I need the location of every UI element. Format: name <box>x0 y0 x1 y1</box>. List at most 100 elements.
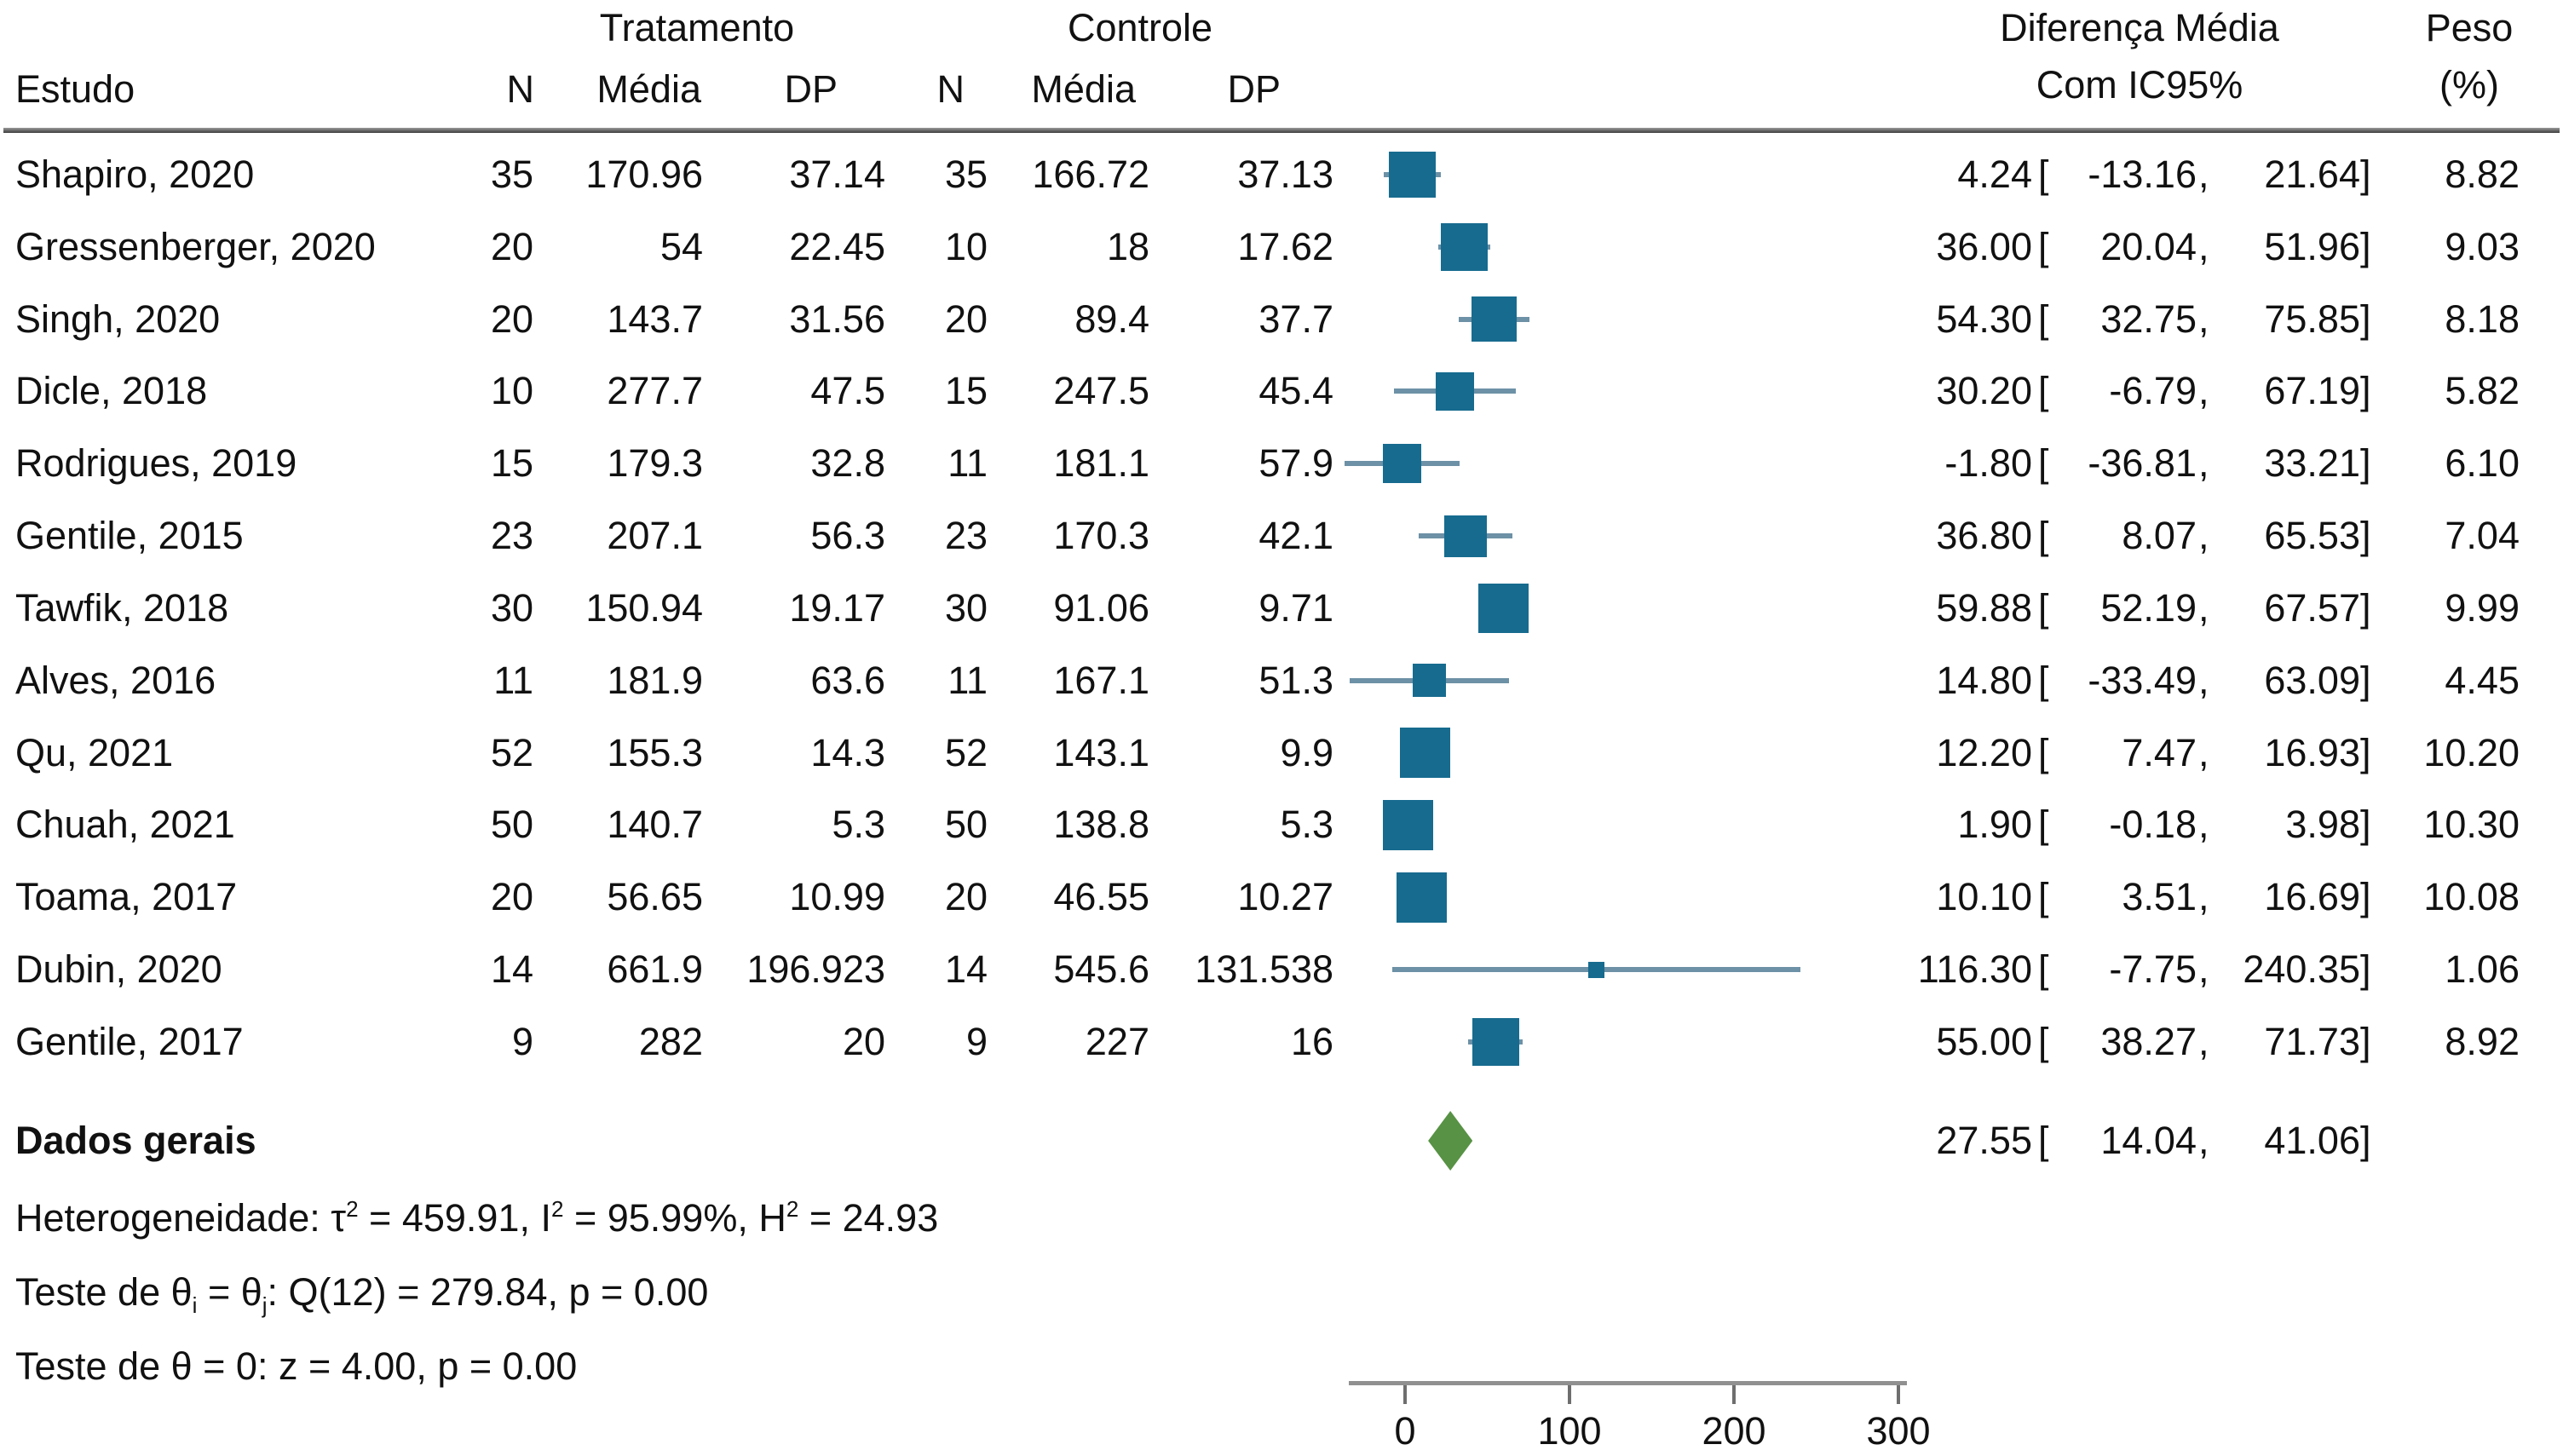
ci-upper-value: 67.19 <box>2264 369 2360 413</box>
control-mean-value: 181.1 <box>1053 441 1149 486</box>
treatment-mean-value: 150.94 <box>585 585 703 630</box>
ci-open-bracket: [ <box>2038 153 2049 196</box>
treatment-sd-value: 196.923 <box>746 947 885 992</box>
control-n-value: 30 <box>944 585 988 630</box>
ci-open-bracket: [ <box>2038 224 2049 268</box>
header-divider <box>3 128 2560 133</box>
control-mean-value: 166.72 <box>1032 153 1149 196</box>
axis-tick <box>1732 1385 1736 1404</box>
control-sd-value: 5.3 <box>1280 803 1333 847</box>
stat-sub-segment: j <box>262 1292 268 1318</box>
control-mean-value: 18 <box>1106 224 1149 268</box>
ci-upper-value: 71.73 <box>2264 1019 2360 1063</box>
ci-lower-value: -13.16 <box>2088 153 2197 196</box>
ci-upper-value: 33.21 <box>2264 441 2360 486</box>
stat-text-segment: = 95.99%, H <box>563 1196 786 1240</box>
study-label: Rodrigues, 2019 <box>15 441 297 486</box>
stat-text-segment: Teste de θ <box>15 1270 193 1314</box>
ci-close-bracket: ] <box>2360 369 2371 413</box>
control-sd-value: 16 <box>1290 1019 1333 1063</box>
stat-text-segment: Heterogeneidade: τ <box>15 1196 347 1240</box>
ci-comma: , <box>2198 875 2209 919</box>
stat-text-segment: : Q(12) = 279.84, p = 0.00 <box>267 1270 709 1314</box>
test-theta-zero-line: Teste de θ = 0: z = 4.00, p = 0.00 <box>15 1339 577 1394</box>
treatment-n-header: N <box>506 67 535 111</box>
treatment-mean-value: 56.65 <box>607 875 703 919</box>
treatment-n-value: 23 <box>490 514 533 558</box>
ci-close-bracket: ] <box>2360 947 2371 992</box>
study-label: Dicle, 2018 <box>15 369 208 413</box>
treatment-sd-value: 37.14 <box>789 153 885 196</box>
treatment-sd-value: 5.3 <box>832 803 885 847</box>
ci-close-bracket: ] <box>2360 730 2371 774</box>
weight-value: 9.99 <box>2445 585 2520 630</box>
treatment-mean-value: 54 <box>659 224 703 268</box>
estimate-value: 27.55 <box>1936 1119 2032 1162</box>
ci-lower-value: 8.07 <box>2122 514 2197 558</box>
control-sd-value: 17.62 <box>1237 224 1333 268</box>
ci-comma: , <box>2198 658 2209 702</box>
effect-square <box>1435 372 1474 411</box>
treatment-n-value: 10 <box>490 369 533 413</box>
ci-close-bracket: ] <box>2360 658 2371 702</box>
stat-sup-segment: 2 <box>786 1196 799 1222</box>
axis-tick-label: 100 <box>1537 1409 1602 1453</box>
treatment-n-value: 20 <box>490 296 533 341</box>
ci-close-bracket: ] <box>2360 1019 2371 1063</box>
ci-lower-value: 3.51 <box>2122 875 2197 919</box>
weight-value: 8.18 <box>2445 296 2520 341</box>
ci-comma: , <box>2198 1119 2209 1162</box>
control-mean-value: 247.5 <box>1053 369 1149 413</box>
control-mean-value: 89.4 <box>1074 296 1149 341</box>
ci-lower-value: 7.47 <box>2122 730 2197 774</box>
ci-close-bracket: ] <box>2360 153 2371 196</box>
estimate-value: 54.30 <box>1936 296 2032 341</box>
axis-tick <box>1568 1385 1571 1404</box>
control-sd-value: 9.9 <box>1280 730 1333 774</box>
ci-comma: , <box>2198 296 2209 341</box>
ci-open-bracket: [ <box>2038 730 2049 774</box>
ci-comma: , <box>2198 369 2209 413</box>
overall-label: Dados gerais <box>15 1119 256 1162</box>
control-mean-header: Média <box>1031 67 1136 111</box>
control-sd-value: 9.71 <box>1258 585 1333 630</box>
control-sd-value: 37.7 <box>1258 296 1333 341</box>
ci-comma: , <box>2198 441 2209 486</box>
ci-lower-value: -36.81 <box>2088 441 2197 486</box>
weight-value: 9.03 <box>2445 224 2520 268</box>
control-n-value: 9 <box>965 1019 988 1063</box>
study-label: Gressenberger, 2020 <box>15 224 376 268</box>
study-label: Alves, 2016 <box>15 658 216 702</box>
treatment-sd-value: 20 <box>842 1019 885 1063</box>
ci-upper-value: 3.98 <box>2285 803 2360 847</box>
ci-comma: , <box>2198 1019 2209 1063</box>
axis-tick-label: 300 <box>1866 1409 1931 1453</box>
treatment-n-value: 30 <box>490 585 533 630</box>
treatment-sd-value: 22.45 <box>789 224 885 268</box>
ci-close-bracket: ] <box>2360 224 2371 268</box>
ci-lower-value: 14.04 <box>2100 1119 2197 1162</box>
control-sd-value: 51.3 <box>1258 658 1333 702</box>
study-label: Chuah, 2021 <box>15 803 235 847</box>
control-mean-value: 143.1 <box>1053 730 1149 774</box>
stat-text-segment: = 24.93 <box>798 1196 939 1240</box>
ci-upper-value: 240.35 <box>2243 947 2360 992</box>
estimate-value: -1.80 <box>1944 441 2032 486</box>
study-label: Toama, 2017 <box>15 875 238 919</box>
ci-lower-value: -6.79 <box>2109 369 2197 413</box>
weight-value: 10.30 <box>2423 803 2520 847</box>
study-label: Dubin, 2020 <box>15 947 222 992</box>
weight-value: 8.82 <box>2445 153 2520 196</box>
control-n-value: 15 <box>944 369 988 413</box>
estimate-value: 1.90 <box>1957 803 2032 847</box>
treatment-sd-value: 32.8 <box>810 441 885 486</box>
axis-tick <box>1897 1385 1900 1404</box>
treatment-sd-header: DP <box>784 67 838 111</box>
effect-square <box>1397 872 1447 923</box>
treatment-mean-value: 170.96 <box>585 153 703 196</box>
control-mean-value: 545.6 <box>1053 947 1149 992</box>
ci-close-bracket: ] <box>2360 1119 2371 1162</box>
treatment-sd-value: 14.3 <box>810 730 885 774</box>
ci-open-bracket: [ <box>2038 1119 2049 1162</box>
